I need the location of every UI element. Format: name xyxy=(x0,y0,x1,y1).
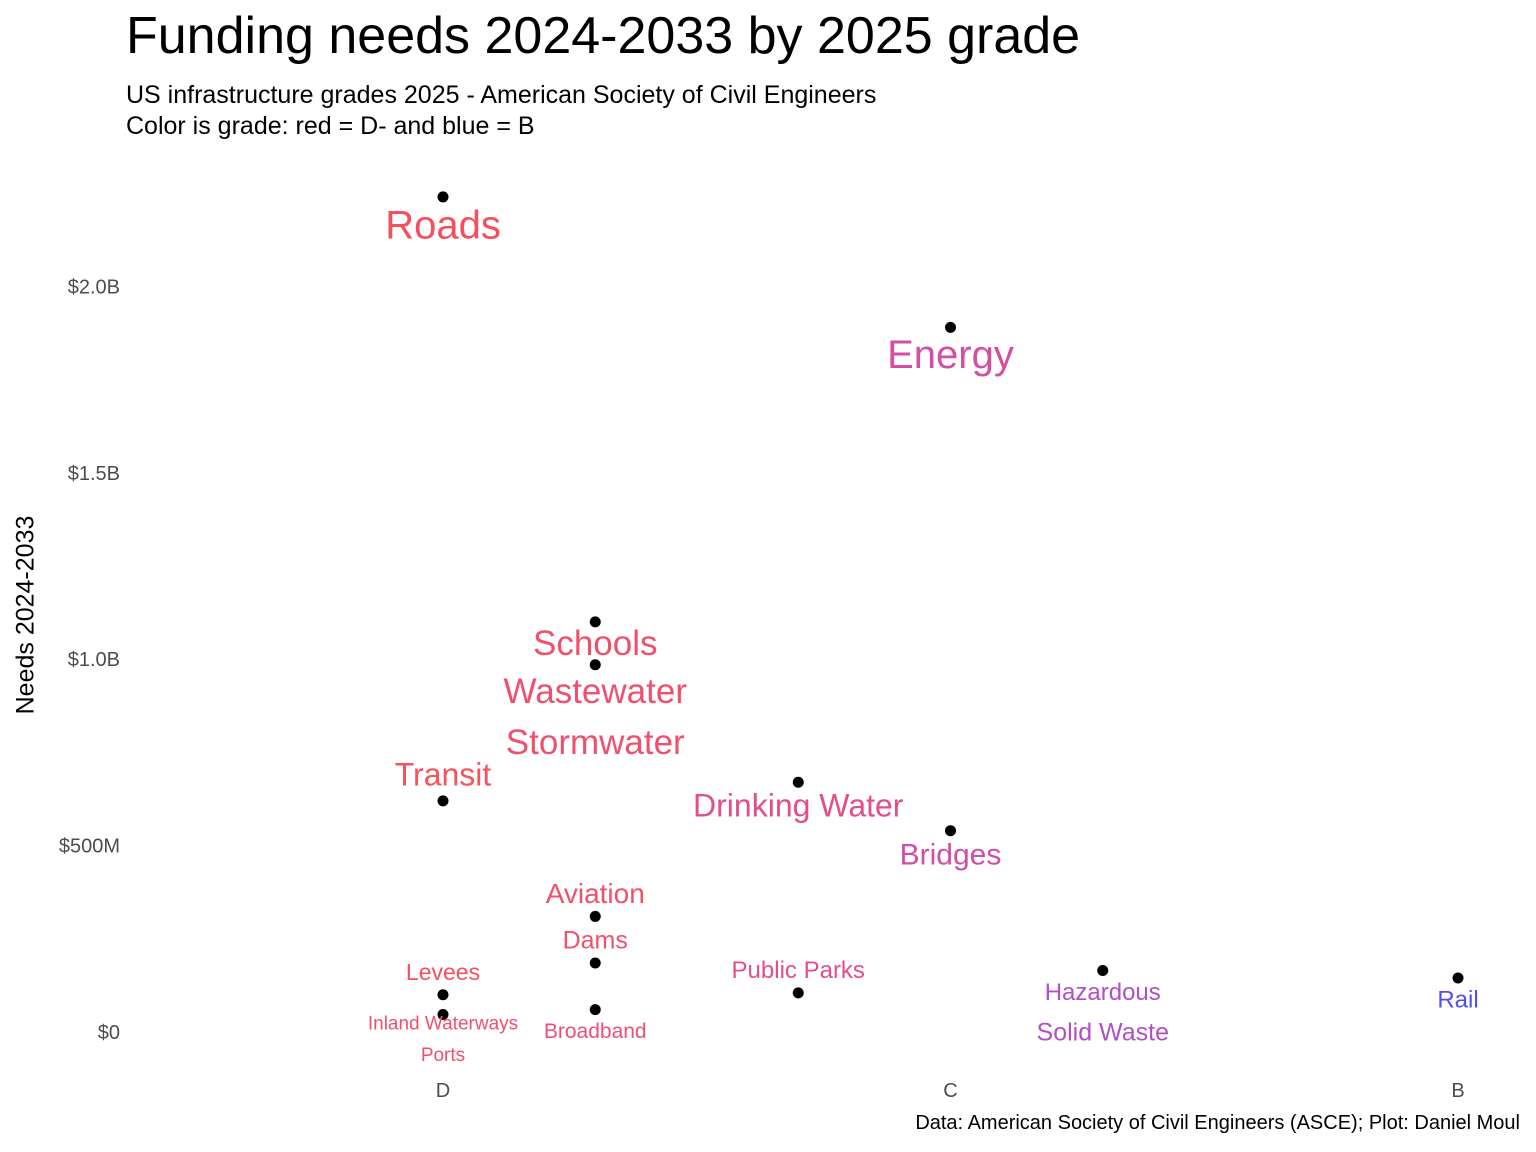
data-point-label: Wastewater xyxy=(504,672,688,711)
data-point-label: Rail xyxy=(1437,986,1478,1013)
data-point-label: Solid Waste xyxy=(1037,1018,1169,1046)
data-point xyxy=(945,321,956,333)
data-point xyxy=(589,616,601,628)
x-tick-label: C xyxy=(943,1080,957,1102)
data-point xyxy=(589,659,601,671)
x-tick-label: D xyxy=(436,1080,450,1102)
data-point-label: Aviation xyxy=(546,878,645,909)
data-point-label: Stormwater xyxy=(506,723,685,762)
y-axis-ticks: $0 $500M $1.0B $1.5B $2.0B xyxy=(59,276,120,1044)
data-point xyxy=(792,776,804,788)
data-point-label: Levees xyxy=(406,959,480,985)
data-point-label: Inland Waterways xyxy=(368,1013,518,1034)
chart-subtitle-line-1: US infrastructure grades 2025 - American… xyxy=(126,81,877,109)
data-point-label: Drinking Water xyxy=(693,788,904,824)
y-tick-label: $1.0B xyxy=(68,649,120,671)
data-point xyxy=(945,825,956,837)
data-point-label: Bridges xyxy=(900,839,1002,872)
data-point-label: Hazardous xyxy=(1045,979,1161,1006)
data-point xyxy=(1452,972,1464,984)
data-point-label: Transit xyxy=(395,756,492,792)
data-point-label: Public Parks xyxy=(732,957,865,984)
data-point-label: Broadband xyxy=(544,1020,647,1043)
data-labels: Roads Energy Schools Wastewater Stormwater Tr… xyxy=(368,203,1479,1066)
x-tick-label: B xyxy=(1451,1080,1464,1102)
y-tick-label: $500M xyxy=(59,836,120,858)
data-point xyxy=(437,1008,449,1020)
y-tick-label: $2.0B xyxy=(68,276,120,298)
chart-title: Funding needs 2024-2033 by 2025 grade xyxy=(126,7,1081,65)
data-point-label: Roads xyxy=(385,203,501,247)
chart-subtitle-line-2: Color is grade: red = D- and blue = B xyxy=(126,112,535,140)
data-point xyxy=(589,910,601,922)
data-point xyxy=(437,191,449,203)
data-point xyxy=(1097,964,1109,976)
data-point-label: Schools xyxy=(533,624,658,663)
data-point xyxy=(589,957,601,969)
data-point xyxy=(437,795,449,807)
data-point-label: Ports xyxy=(421,1045,465,1066)
data-point xyxy=(792,987,804,999)
data-point xyxy=(589,1004,601,1016)
y-tick-label: $1.5B xyxy=(68,463,120,485)
y-tick-label: $0 xyxy=(98,1022,120,1044)
data-point-label: Energy xyxy=(887,333,1014,377)
chart-caption: Data: American Society of Civil Engineer… xyxy=(915,1112,1520,1134)
data-point xyxy=(437,989,449,1001)
data-points xyxy=(437,191,1464,1020)
data-point-label: Dams xyxy=(563,927,628,955)
